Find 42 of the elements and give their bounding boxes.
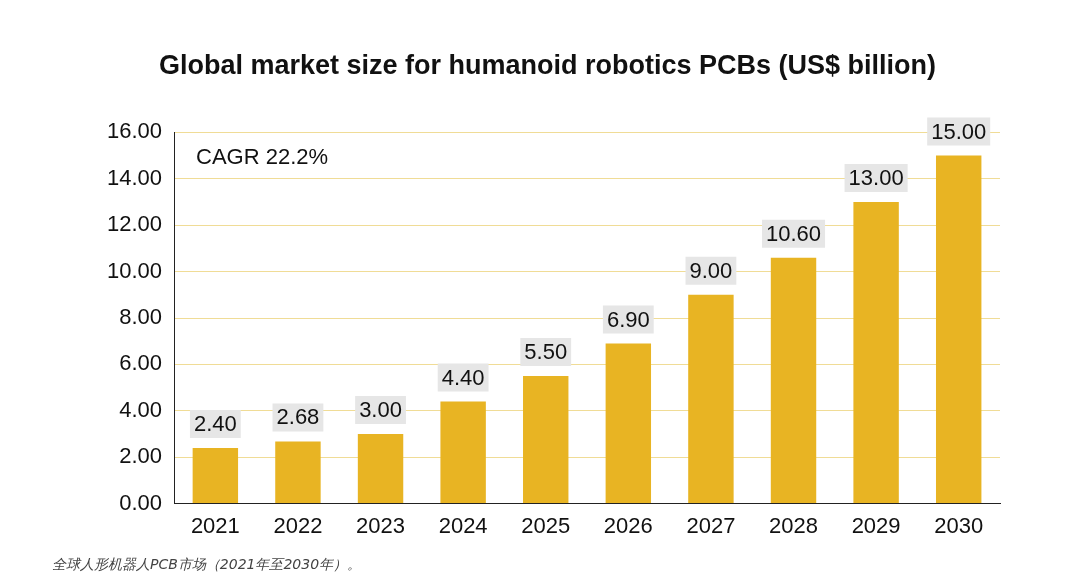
x-tick-label: 2021 [190, 512, 240, 538]
bar [523, 376, 569, 504]
chart-title: Global market size for humanoid robotics PCBs (US$ billion) [158, 49, 937, 80]
x-tick-label: 2025 [521, 512, 571, 538]
x-tick-label: 2023 [356, 512, 406, 538]
y-tick-label: 10.00 [106, 257, 163, 283]
y-tick-label: 16.00 [106, 118, 163, 144]
text: 全球人形机器人PCB市场（2021年至2030年）。 [52, 556, 362, 574]
bar [688, 294, 734, 504]
annotation: CAGR 22.2% [196, 144, 329, 170]
x-tick-label: 2028 [769, 512, 818, 538]
y-tick-label: 14.00 [106, 164, 163, 190]
bar [275, 441, 321, 504]
data-label: 2.68 [276, 404, 320, 430]
x-tick-label: 2029 [851, 512, 901, 538]
bar [357, 434, 404, 504]
data-label: 6.90 [606, 306, 650, 332]
data-label: 9.00 [689, 257, 733, 283]
y-tick-label: 4.00 [119, 396, 163, 422]
bar [770, 257, 817, 504]
y-tick-label: 0.00 [119, 489, 163, 515]
y-tick-label: 12.00 [106, 211, 163, 237]
y-tick-label: 2.00 [119, 443, 163, 469]
bar [605, 343, 652, 504]
x-tick-label: 2027 [686, 512, 736, 538]
data-label: 3.00 [359, 397, 402, 423]
bar [440, 401, 486, 504]
data-label: 10.60 [765, 220, 822, 246]
x-tick-label: 2022 [273, 512, 323, 538]
bar [192, 447, 239, 504]
y-tick-label: 8.00 [119, 304, 163, 330]
bar [935, 155, 982, 504]
data-label: 2.40 [193, 410, 237, 436]
data-label: 4.40 [441, 364, 485, 390]
bar [853, 202, 899, 504]
data-label: 13.00 [848, 165, 904, 191]
x-tick-label: 2026 [603, 512, 653, 538]
y-tick-label: 6.00 [119, 350, 163, 376]
data-label: 5.50 [524, 339, 568, 365]
x-tick-label: 2030 [934, 512, 984, 538]
data-label: 15.00 [931, 118, 987, 144]
x-tick-label: 2024 [438, 512, 488, 538]
